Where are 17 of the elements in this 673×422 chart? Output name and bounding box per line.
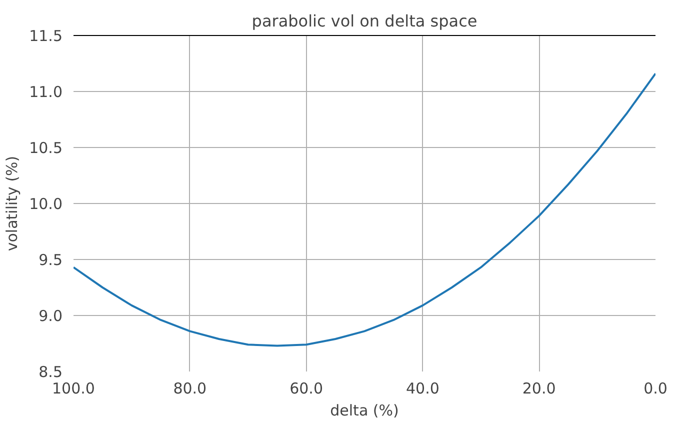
y-tick-label: 9.0 (38, 307, 63, 325)
line-series (74, 72, 656, 347)
y-tick-label: 8.5 (38, 363, 63, 381)
x-tick-label: 100.0 (52, 380, 95, 398)
x-tick-label: 60.0 (290, 380, 324, 398)
chart-title: parabolic vol on delta space (252, 12, 478, 30)
x-tick-label: 0.0 (644, 380, 668, 398)
y-tick-label: 9.5 (38, 251, 63, 269)
y-tick-label: 11.5 (29, 27, 63, 45)
x-tick-label: 40.0 (406, 380, 440, 398)
y-tick-label: 10.5 (29, 139, 63, 157)
x-tick-label: 20.0 (522, 380, 556, 398)
y-tick-label: 11.0 (29, 83, 63, 101)
x-tick-label: 80.0 (173, 380, 207, 398)
y-axis-title: volatility (%) (3, 156, 22, 252)
y-tick-label: 10.0 (29, 195, 63, 213)
x-axis-title: delta (%) (330, 402, 399, 420)
